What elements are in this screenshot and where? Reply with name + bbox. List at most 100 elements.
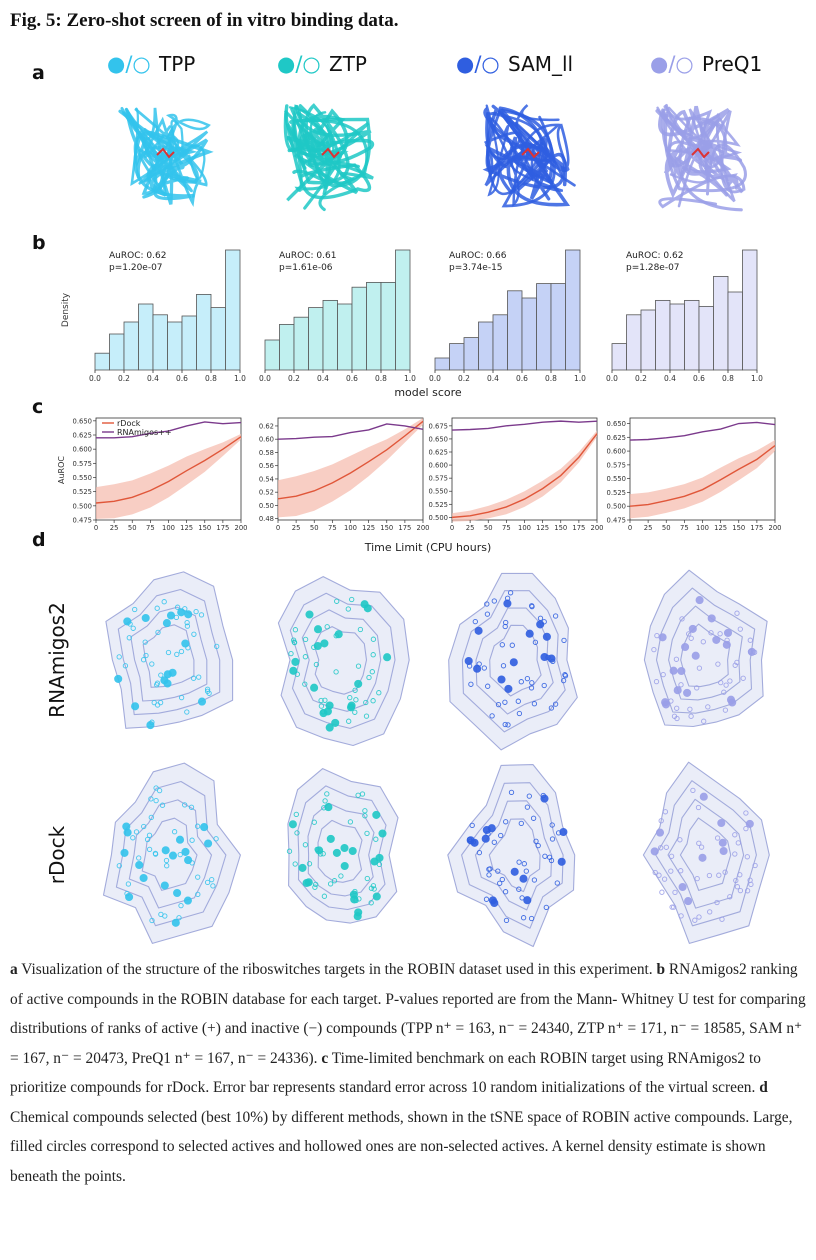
y-tick-label: 0.54 bbox=[259, 475, 274, 483]
active-point bbox=[542, 853, 548, 859]
histogram-bar bbox=[565, 249, 581, 371]
active-point bbox=[674, 705, 680, 711]
x-tick-label: 0.8 bbox=[722, 374, 734, 383]
active-point bbox=[707, 909, 713, 915]
histogram-bar bbox=[366, 281, 382, 371]
active-point bbox=[468, 681, 474, 687]
active-point bbox=[149, 661, 155, 667]
active-point bbox=[502, 889, 509, 895]
selected-active-point bbox=[536, 620, 545, 629]
rdock-error-band bbox=[452, 430, 597, 522]
y-tick-label: 0.60 bbox=[259, 436, 274, 444]
active-point bbox=[178, 648, 185, 655]
selected-active-point bbox=[728, 698, 737, 707]
y-tick-label: 0.500 bbox=[73, 502, 92, 510]
selected-active-point bbox=[510, 867, 519, 876]
x-tick-label: 0.0 bbox=[606, 374, 618, 383]
active-point bbox=[368, 885, 375, 891]
selected-active-point bbox=[325, 723, 334, 732]
x-tick-label: 25 bbox=[466, 524, 475, 532]
active-point bbox=[130, 835, 136, 841]
selected-active-point bbox=[540, 794, 549, 803]
density-contour bbox=[475, 607, 554, 715]
selected-active-point bbox=[557, 857, 566, 866]
ribbon-strand bbox=[118, 109, 209, 201]
active-point bbox=[722, 707, 729, 713]
selected-active-point bbox=[204, 839, 213, 848]
active-point bbox=[373, 836, 379, 842]
active-point bbox=[158, 911, 164, 918]
y-axis-label: AuROC bbox=[57, 456, 66, 484]
active-point bbox=[502, 721, 508, 728]
selected-active-point bbox=[163, 679, 172, 688]
active-point bbox=[370, 636, 377, 642]
active-point bbox=[552, 701, 559, 707]
histogram-bar bbox=[152, 314, 168, 371]
x-tick-label: 125 bbox=[362, 524, 375, 532]
active-point bbox=[161, 599, 167, 605]
selected-active-point bbox=[509, 658, 518, 667]
legend-sam_ii: ●/○ SAM_ll bbox=[456, 52, 573, 76]
active-point bbox=[700, 639, 706, 645]
ribbon-strand bbox=[655, 109, 693, 199]
x-tick-label: 0.8 bbox=[205, 374, 217, 383]
histogram-bar bbox=[308, 307, 324, 371]
y-tick-label: 0.58 bbox=[259, 449, 274, 457]
rdock-error-band bbox=[278, 418, 423, 518]
active-point bbox=[345, 606, 351, 612]
active-point bbox=[719, 916, 725, 922]
selected-active-point bbox=[331, 718, 340, 727]
density-contour bbox=[474, 800, 553, 911]
active-point bbox=[184, 623, 191, 629]
y-axis-label: Density bbox=[61, 292, 71, 327]
histogram-bar bbox=[492, 314, 508, 371]
y-tick-label: 0.550 bbox=[429, 488, 448, 496]
active-point bbox=[733, 877, 739, 884]
caption-text-b: RNAmigos2 ranking of active compounds in… bbox=[10, 961, 806, 1067]
ligand bbox=[156, 147, 175, 159]
histogram-bar bbox=[167, 321, 183, 371]
active-point bbox=[658, 818, 664, 824]
active-point bbox=[552, 613, 559, 619]
active-point bbox=[370, 652, 376, 658]
active-point bbox=[508, 789, 515, 796]
selected-active-point bbox=[363, 604, 372, 613]
active-point bbox=[518, 820, 524, 827]
active-point bbox=[673, 656, 680, 662]
active-point bbox=[469, 822, 475, 829]
active-point bbox=[188, 804, 195, 810]
active-point bbox=[204, 879, 211, 886]
active-point bbox=[661, 876, 668, 882]
selected-active-point bbox=[160, 881, 169, 890]
auroc-annotation: AuROC: 0.62 bbox=[109, 251, 166, 261]
active-point bbox=[130, 625, 136, 631]
x-tick-label: 200 bbox=[417, 524, 430, 532]
selected-active-point bbox=[719, 846, 728, 856]
active-point bbox=[668, 853, 675, 859]
x-tick-label: 1.0 bbox=[404, 374, 416, 383]
active-point bbox=[191, 631, 197, 637]
selected-active-point bbox=[125, 892, 134, 902]
x-tick-label: 100 bbox=[344, 524, 357, 532]
panel-label-b: b bbox=[32, 232, 46, 254]
active-point bbox=[498, 832, 504, 839]
active-point bbox=[735, 840, 741, 846]
tsne-map-tpp-rnamigos2 bbox=[105, 571, 234, 730]
active-point bbox=[497, 880, 503, 886]
active-point bbox=[503, 819, 509, 825]
active-point bbox=[706, 872, 713, 879]
active-point bbox=[353, 697, 359, 703]
active-point bbox=[154, 605, 160, 611]
active-point bbox=[694, 685, 700, 691]
active-point bbox=[182, 802, 188, 808]
active-point bbox=[116, 863, 122, 869]
active-point bbox=[174, 651, 180, 658]
histogram-bar bbox=[322, 299, 338, 371]
active-point bbox=[321, 805, 327, 811]
selected-active-point bbox=[378, 829, 387, 838]
selected-active-point bbox=[168, 851, 178, 860]
selected-active-point bbox=[324, 803, 333, 812]
active-point bbox=[653, 678, 660, 685]
rdock-line bbox=[629, 445, 776, 507]
